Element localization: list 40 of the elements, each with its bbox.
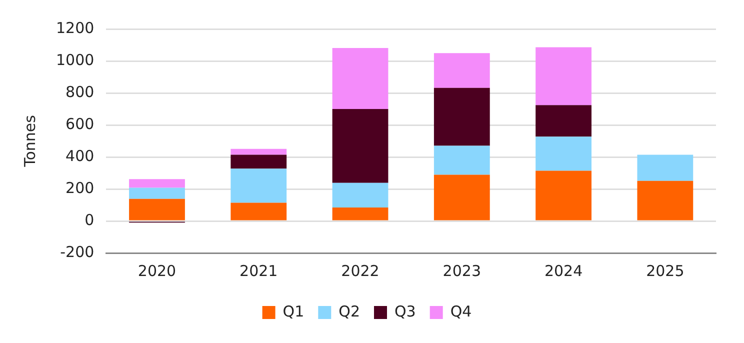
- legend-label: Q3: [394, 302, 416, 320]
- bar: [332, 182, 388, 208]
- bar: [434, 53, 490, 88]
- x-tick-label: 2022: [341, 262, 380, 280]
- bar: [434, 88, 490, 146]
- x-tick-label: 2020: [138, 262, 176, 280]
- x-tick-label: 2024: [544, 262, 583, 280]
- y-tick-label: 400: [66, 146, 94, 165]
- legend-label: Q4: [450, 302, 472, 320]
- bar: [434, 174, 490, 220]
- legend-label: Q2: [338, 302, 360, 320]
- bar: [536, 136, 592, 171]
- bar: [230, 202, 287, 220]
- legend-label: Q1: [282, 302, 304, 320]
- bar: [230, 148, 287, 155]
- bar: [332, 109, 388, 183]
- bar: [637, 180, 694, 220]
- x-tick-label: 2023: [442, 262, 481, 280]
- bar: [129, 188, 185, 199]
- bar: [332, 208, 388, 220]
- bar: [637, 154, 694, 181]
- x-tick-label: 2021: [240, 262, 278, 280]
- bar: [536, 47, 592, 106]
- bar: [129, 198, 185, 220]
- y-tick-label: 1200: [56, 18, 94, 37]
- bar: [434, 146, 490, 175]
- y-axis-title: Tonnes: [20, 114, 39, 168]
- bar: [129, 179, 185, 188]
- y-tick-label: 1000: [56, 50, 94, 69]
- bar: [230, 168, 287, 203]
- bar: [536, 170, 592, 220]
- bar: [536, 105, 592, 137]
- y-tick-label: -200: [60, 242, 94, 261]
- y-tick-label: 600: [66, 114, 94, 133]
- x-tick-label: 2025: [646, 262, 684, 280]
- y-tick-label: 200: [66, 178, 94, 197]
- y-tick-label: 0: [84, 210, 94, 229]
- bar: [230, 154, 287, 169]
- y-tick-label: 800: [66, 82, 94, 101]
- bar: [332, 48, 388, 109]
